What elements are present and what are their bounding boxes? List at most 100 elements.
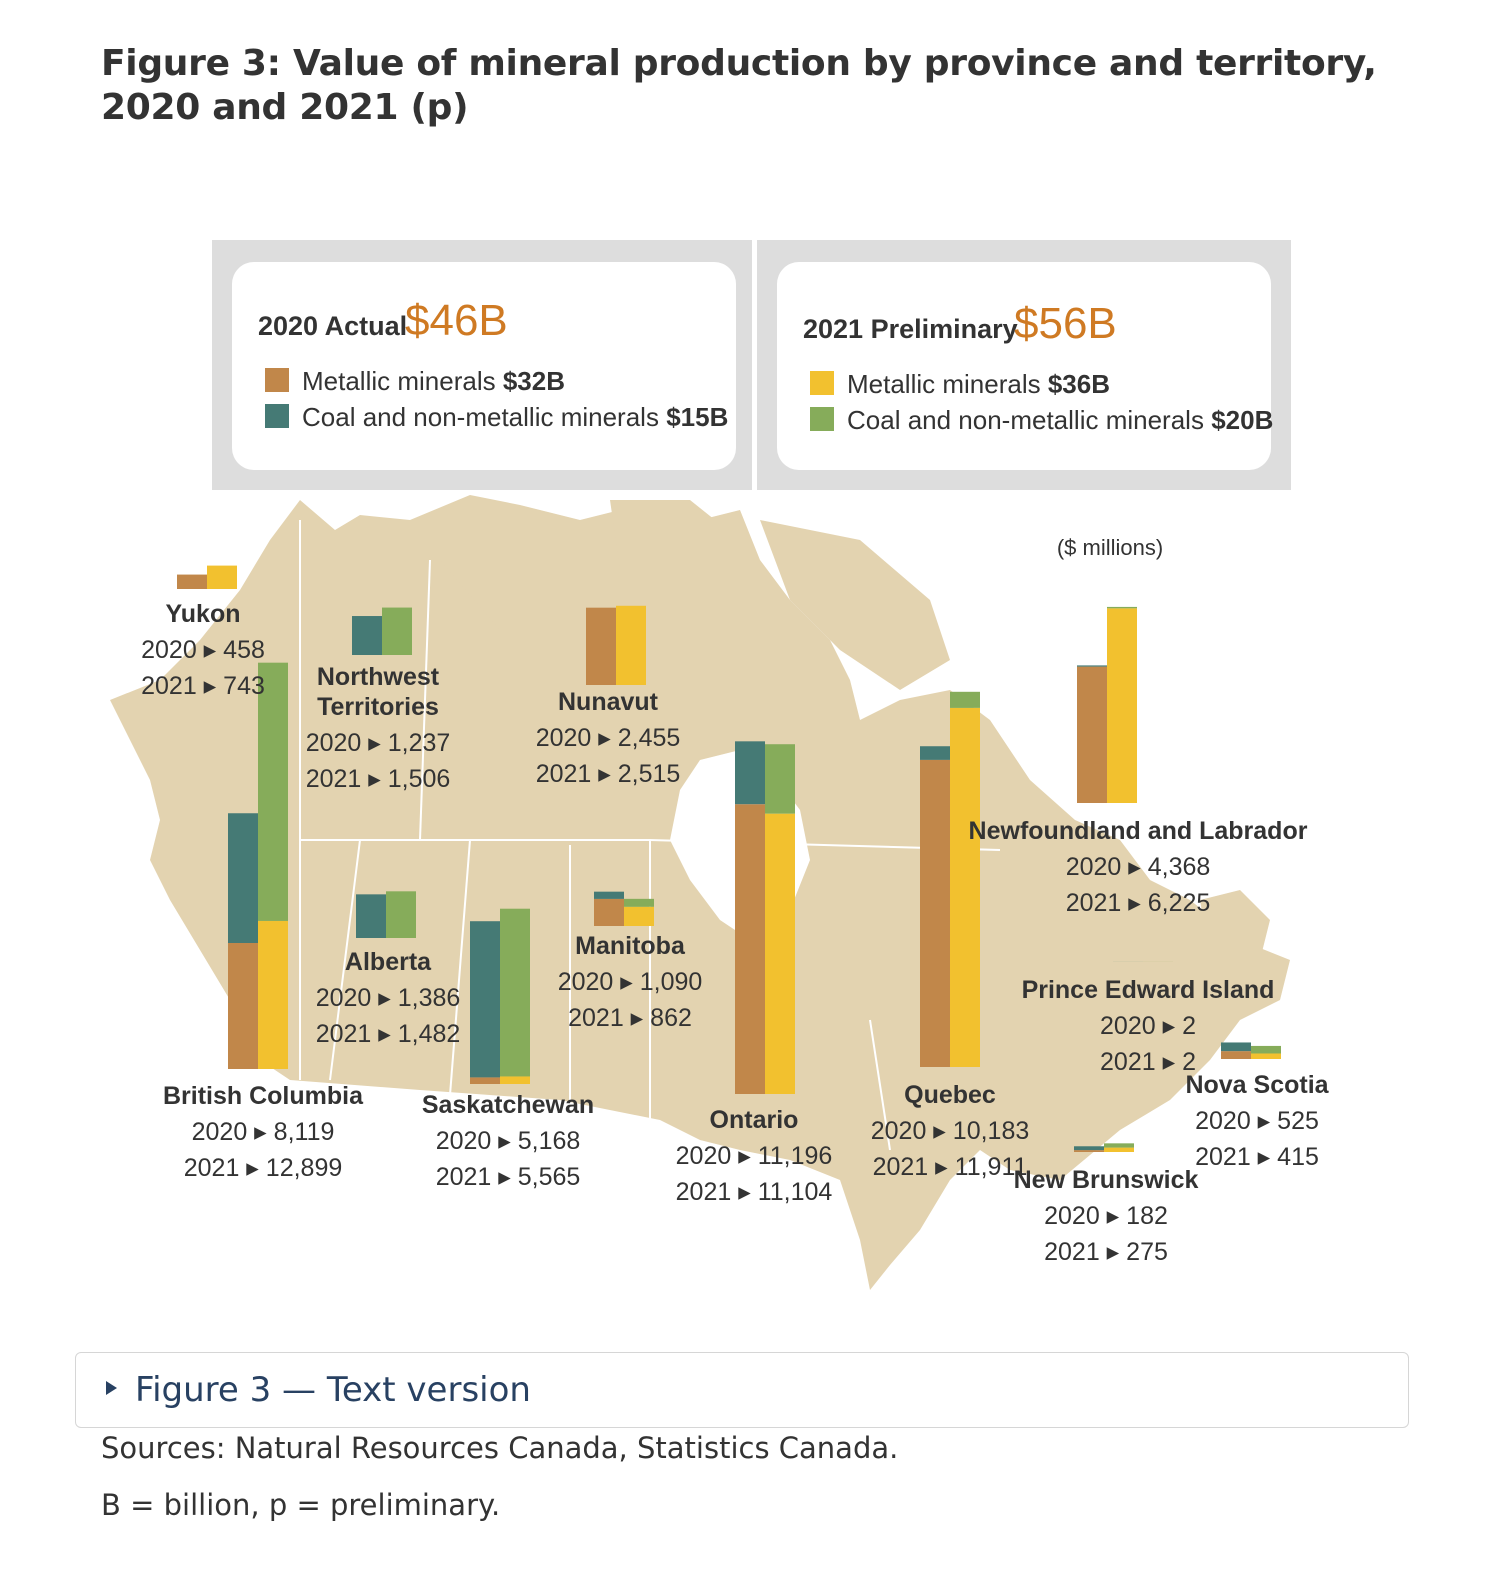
saskatchewan-2020-nonmetallic-bar (470, 921, 500, 1078)
newfoundland-and-labrador-2021-nonmetallic-bar (1107, 606, 1137, 609)
new-brunswick-2021-value: 2021 ▸ 275 (1044, 1238, 1168, 1266)
legend-2020-nonmetallic: Coal and non-metallic minerals $15B (302, 402, 728, 432)
new-brunswick-2020-nonmetallic-bar (1074, 1146, 1104, 1151)
legend-2020-metallic-swatch (265, 368, 289, 392)
legend-2021-nonmetallic: Coal and non-metallic minerals $20B (847, 405, 1273, 435)
manitoba-2021-metallic-bar (624, 906, 654, 926)
nova-scotia-2021-value: 2021 ▸ 415 (1195, 1143, 1319, 1171)
new-brunswick-2021-nonmetallic-bar (1104, 1143, 1134, 1148)
legend-2020-total: $46B (405, 296, 508, 345)
legend: 2020 Actual $46B Metallic minerals $32B … (212, 240, 1291, 490)
ontario-2020-value: 2020 ▸ 11,196 (676, 1142, 833, 1170)
british-columbia-2020-metallic-bar (228, 943, 258, 1069)
alberta-2020-value: 2020 ▸ 1,386 (316, 984, 461, 1012)
nunavut-2020-metallic-bar (586, 607, 616, 685)
saskatchewan-2020-value: 2020 ▸ 5,168 (436, 1127, 581, 1155)
prince-edward-island-2020-value: 2020 ▸ 2 (1100, 1012, 1196, 1040)
new-brunswick-name-label: New Brunswick (1014, 1166, 1199, 1194)
units-label: ($ millions) (1057, 535, 1163, 560)
yukon-2021-metallic-bar (207, 565, 237, 589)
manitoba-2020-metallic-bar (594, 898, 624, 926)
quebec-2020-nonmetallic-bar (920, 746, 950, 760)
british-columbia-2020-nonmetallic-bar (228, 813, 258, 943)
legend-2021-label: 2021 Preliminary (803, 314, 1018, 344)
baffin-island (760, 520, 950, 690)
province-borders (299, 520, 1001, 1151)
new-brunswick-2020-metallic-bar (1074, 1150, 1104, 1152)
northwest-territories-2020-value: 2020 ▸ 1,237 (306, 729, 451, 757)
british-columbia-2021-nonmetallic-bar (258, 662, 288, 921)
nunavut-2020-value: 2020 ▸ 2,455 (536, 724, 681, 752)
ontario-2020-nonmetallic-bar (735, 741, 765, 805)
manitoba-2021-nonmetallic-bar (624, 898, 654, 907)
newfoundland-and-labrador-2021-metallic-bar (1107, 608, 1137, 803)
nova-scotia-name-label: Nova Scotia (1185, 1071, 1329, 1099)
abbreviation-note: B = billion, p = preliminary. (101, 1488, 501, 1522)
alberta-2020-nonmetallic-bar (356, 894, 386, 938)
newfoundland-and-labrador-2020-nonmetallic-bar (1077, 665, 1107, 667)
sources-note: Sources: Natural Resources Canada, Stati… (101, 1431, 899, 1465)
text-version-toggle[interactable]: Figure 3 — Text version (75, 1352, 1409, 1428)
arctic-island (440, 520, 600, 640)
quebec-name-label: Quebec (904, 1081, 996, 1109)
new-brunswick-2021-metallic-bar (1104, 1147, 1134, 1152)
newfoundland-and-labrador-2020-metallic-bar (1077, 666, 1107, 803)
northwest-territories-2020-nonmetallic-bar (352, 616, 382, 655)
northwest-territories-name-label: Northwest (317, 663, 440, 691)
page-title: Figure 3: Value of mineral production by… (101, 43, 1377, 128)
saskatchewan-2020-metallic-bar (470, 1077, 500, 1084)
nova-scotia-2020-value: 2020 ▸ 525 (1195, 1107, 1319, 1135)
manitoba-2020-nonmetallic-bar (594, 891, 624, 899)
nova-scotia-2020-metallic-bar (1221, 1051, 1251, 1059)
nova-scotia-2021-nonmetallic-bar (1251, 1045, 1281, 1054)
northwest-territories-2021-value: 2021 ▸ 1,506 (306, 765, 451, 793)
yukon-2021-value: 2021 ▸ 743 (141, 672, 265, 700)
quebec-2021-value: 2021 ▸ 11,911 (873, 1153, 1028, 1181)
bar-marks (177, 565, 1281, 1152)
ontario-2021-metallic-bar (765, 813, 795, 1094)
newfoundland-and-labrador-2021-value: 2021 ▸ 6,225 (1066, 889, 1211, 917)
new-brunswick-2020-value: 2020 ▸ 182 (1044, 1202, 1168, 1230)
text-version-label: Figure 3 — Text version (135, 1370, 531, 1410)
quebec-2020-value: 2020 ▸ 10,183 (871, 1117, 1030, 1145)
ontario-name-label: Ontario (710, 1106, 799, 1134)
yukon-2020-metallic-bar (177, 574, 207, 589)
legend-2021-total: $56B (1014, 299, 1117, 348)
quebec-2021-metallic-bar (950, 707, 980, 1067)
british-columbia-2020-value: 2020 ▸ 8,119 (192, 1118, 335, 1146)
quebec-2020-metallic-bar (920, 759, 950, 1067)
alberta-name-label: Alberta (345, 948, 432, 976)
nova-scotia-2021-metallic-bar (1251, 1053, 1281, 1059)
northwest-territories-2021-nonmetallic-bar (382, 607, 412, 655)
quebec-2021-nonmetallic-bar (950, 691, 980, 708)
legend-2020-nonmetallic-swatch (265, 404, 289, 428)
prince-edward-island-2021-value: 2021 ▸ 2 (1100, 1048, 1196, 1076)
legend-2021-metallic: Metallic minerals $36B (847, 369, 1110, 399)
ontario-2020-metallic-bar (735, 804, 765, 1094)
saskatchewan-2021-nonmetallic-bar (500, 908, 530, 1077)
nova-scotia-2020-nonmetallic-bar (1221, 1042, 1251, 1052)
saskatchewan-2021-metallic-bar (500, 1076, 530, 1084)
legend-2020-panel (232, 262, 736, 470)
alberta-2021-value: 2021 ▸ 1,482 (316, 1020, 461, 1048)
nunavut-2021-metallic-bar (616, 605, 646, 685)
alberta-2021-nonmetallic-bar (386, 891, 416, 938)
legend-2021-metallic-swatch (810, 371, 834, 395)
british-columbia-name-label: British Columbia (163, 1082, 364, 1110)
legend-2021-nonmetallic-swatch (810, 407, 834, 431)
nunavut-2021-value: 2021 ▸ 2,515 (536, 760, 681, 788)
yukon-name-label: Yukon (165, 600, 240, 628)
prince-edward-island-name-label: Prince Edward Island (1022, 976, 1275, 1004)
canada-map-chart: 2020 Actual $46B Metallic minerals $32B … (110, 240, 1330, 1290)
newfoundland-and-labrador-2020-value: 2020 ▸ 4,368 (1066, 853, 1211, 881)
northwest-territories-name-label: Territories (317, 693, 439, 721)
saskatchewan-name-label: Saskatchewan (422, 1091, 594, 1119)
arctic-island (610, 500, 740, 610)
expand-triangle-icon (106, 1381, 117, 1395)
saskatchewan-2021-value: 2021 ▸ 5,565 (436, 1163, 581, 1191)
manitoba-2020-value: 2020 ▸ 1,090 (558, 968, 703, 996)
ontario-2021-value: 2021 ▸ 11,104 (676, 1178, 833, 1206)
region-labels: Yukon 2020 ▸ 458 2021 ▸ 743 NorthwestTerrit… (141, 600, 1330, 1266)
legend-2020-label: 2020 Actual (258, 311, 407, 341)
legend-2021-panel (777, 262, 1271, 470)
